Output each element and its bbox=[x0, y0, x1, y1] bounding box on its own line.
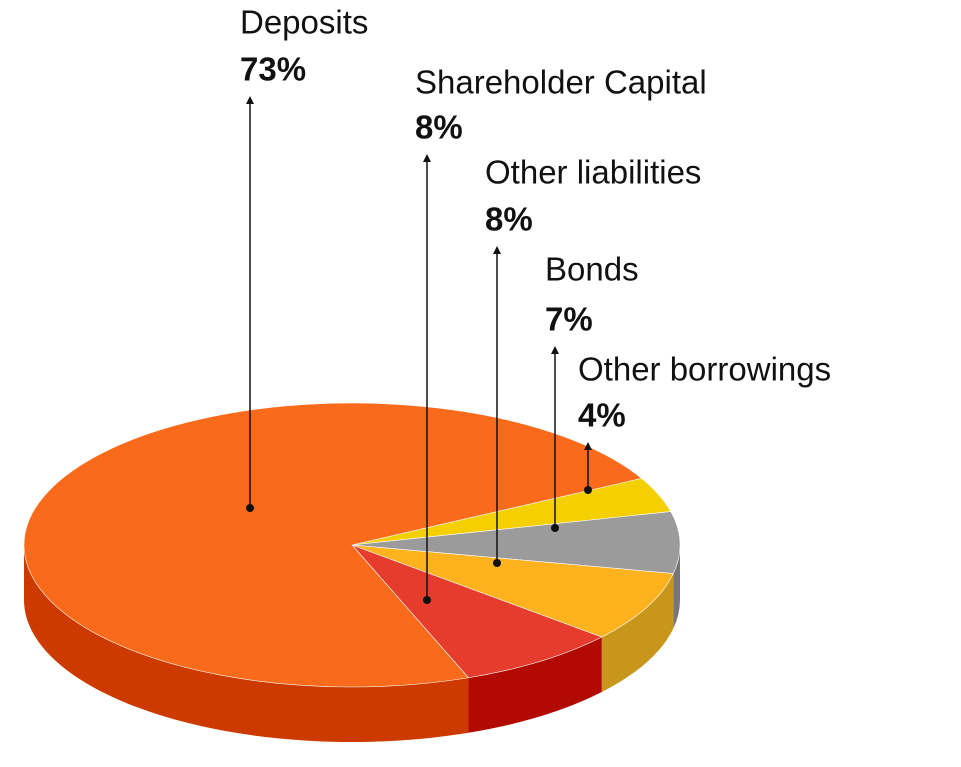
leader-dot bbox=[493, 559, 501, 567]
slice-label: Deposits bbox=[240, 4, 368, 41]
leader-arrow bbox=[423, 154, 431, 162]
leader-dot bbox=[423, 596, 431, 604]
slice-label: Other borrowings bbox=[578, 351, 831, 388]
slice-side bbox=[673, 545, 680, 629]
value-label: 8% bbox=[415, 109, 463, 146]
slice-label: Shareholder Capital bbox=[415, 64, 707, 101]
slice-side bbox=[468, 637, 602, 733]
slice bbox=[23, 402, 643, 688]
leader-arrow bbox=[493, 246, 501, 254]
slice-label: Bonds bbox=[545, 251, 639, 288]
leader-dot bbox=[551, 524, 559, 532]
slice-label: Other liabilities bbox=[485, 154, 701, 191]
slice bbox=[351, 544, 674, 638]
leader-arrow bbox=[584, 442, 592, 450]
leader-dot bbox=[584, 486, 592, 494]
slice-sides bbox=[24, 545, 680, 742]
slice bbox=[351, 511, 681, 574]
slice-side bbox=[24, 545, 469, 742]
value-label: 73% bbox=[240, 51, 306, 88]
value-label: 4% bbox=[578, 397, 626, 434]
leader-arrow bbox=[551, 346, 559, 354]
value-label: 7% bbox=[545, 301, 593, 338]
leader-dot bbox=[246, 504, 254, 512]
leader-arrow bbox=[246, 96, 254, 104]
slice-side bbox=[601, 573, 674, 693]
slice bbox=[351, 544, 603, 679]
value-label: 8% bbox=[485, 201, 533, 238]
